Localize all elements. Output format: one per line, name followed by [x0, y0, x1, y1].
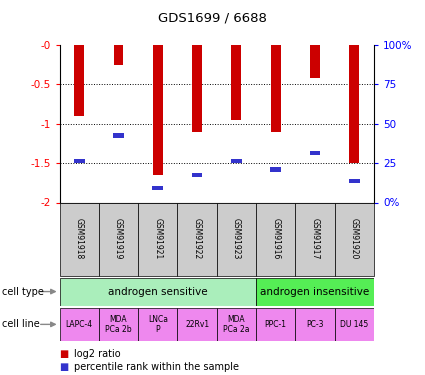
FancyBboxPatch shape — [295, 308, 335, 341]
FancyBboxPatch shape — [256, 202, 295, 276]
Bar — [310, 151, 320, 155]
Text: PPC-1: PPC-1 — [265, 320, 287, 329]
Text: MDA
PCa 2b: MDA PCa 2b — [105, 315, 132, 334]
Text: ■: ■ — [60, 350, 69, 359]
FancyBboxPatch shape — [138, 202, 178, 276]
Bar — [271, 45, 281, 132]
FancyBboxPatch shape — [99, 308, 138, 341]
Text: log2 ratio: log2 ratio — [74, 350, 121, 359]
Text: GSM91922: GSM91922 — [193, 218, 201, 259]
Text: GSM91919: GSM91919 — [114, 218, 123, 260]
FancyBboxPatch shape — [217, 308, 256, 341]
Text: cell line: cell line — [2, 320, 40, 329]
Text: 22Rv1: 22Rv1 — [185, 320, 209, 329]
FancyBboxPatch shape — [60, 202, 99, 276]
FancyBboxPatch shape — [178, 202, 217, 276]
Bar — [231, 159, 242, 163]
Bar — [192, 173, 202, 177]
Text: GSM91923: GSM91923 — [232, 218, 241, 260]
Bar — [113, 134, 124, 138]
Text: GSM91917: GSM91917 — [311, 218, 320, 260]
Bar — [310, 45, 320, 78]
FancyBboxPatch shape — [138, 308, 178, 341]
Text: GSM91918: GSM91918 — [75, 218, 84, 259]
Text: GSM91921: GSM91921 — [153, 218, 162, 259]
Bar — [349, 45, 359, 163]
FancyBboxPatch shape — [60, 308, 99, 341]
Bar — [153, 186, 163, 190]
Bar — [74, 159, 85, 163]
FancyBboxPatch shape — [178, 308, 217, 341]
Bar — [74, 45, 84, 116]
Bar — [232, 45, 241, 120]
Bar — [270, 167, 281, 172]
Text: MDA
PCa 2a: MDA PCa 2a — [223, 315, 249, 334]
FancyBboxPatch shape — [295, 202, 335, 276]
Text: ■: ■ — [60, 362, 69, 372]
Text: GSM91916: GSM91916 — [271, 218, 280, 260]
Text: androgen sensitive: androgen sensitive — [108, 286, 207, 297]
FancyBboxPatch shape — [335, 202, 374, 276]
FancyBboxPatch shape — [256, 308, 295, 341]
Text: cell type: cell type — [2, 287, 44, 297]
FancyBboxPatch shape — [99, 202, 138, 276]
FancyBboxPatch shape — [256, 278, 374, 306]
Text: GSM91920: GSM91920 — [350, 218, 359, 260]
Text: DU 145: DU 145 — [340, 320, 368, 329]
FancyBboxPatch shape — [217, 202, 256, 276]
Bar — [349, 179, 360, 183]
Text: androgen insensitive: androgen insensitive — [261, 286, 370, 297]
Text: percentile rank within the sample: percentile rank within the sample — [74, 362, 239, 372]
FancyBboxPatch shape — [335, 308, 374, 341]
Bar — [153, 45, 163, 175]
Text: LAPC-4: LAPC-4 — [65, 320, 93, 329]
Text: GDS1699 / 6688: GDS1699 / 6688 — [158, 11, 267, 24]
Text: LNCa
P: LNCa P — [148, 315, 168, 334]
FancyBboxPatch shape — [60, 278, 256, 306]
Bar — [113, 45, 123, 65]
Text: PC-3: PC-3 — [306, 320, 324, 329]
Bar — [192, 45, 202, 132]
